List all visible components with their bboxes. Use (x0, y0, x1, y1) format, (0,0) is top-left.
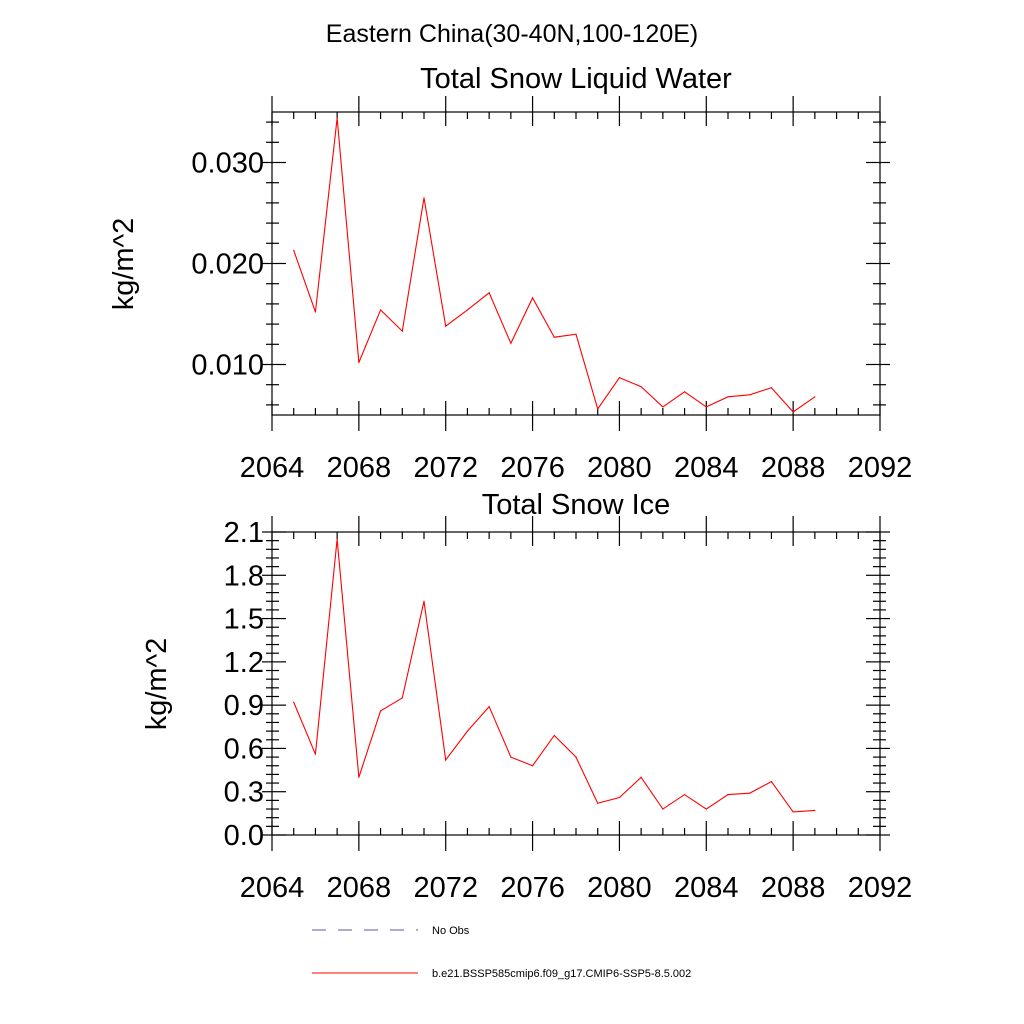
data-point (379, 309, 382, 311)
data-point (401, 697, 403, 699)
data-point (705, 808, 707, 810)
data-point (423, 600, 425, 602)
x-tick-label: 2072 (413, 452, 478, 484)
data-point (683, 794, 686, 796)
x-axis: 2064 2068 2072 2076 2080 2084 2088 2092 (240, 96, 913, 484)
legend-label: b.e21.BSSP585cmip6.f09_g17.CMIP6-SSP5-8.… (432, 968, 691, 980)
x-tick-label: 2068 (327, 452, 392, 484)
plot-frame (271, 111, 881, 416)
data-point (792, 811, 794, 813)
data-point (466, 309, 469, 311)
data-point (727, 794, 729, 796)
y-axis-label: kg/m^2 (141, 638, 173, 731)
y-tick-label: 1.5 (224, 604, 264, 636)
y-tick-label: 0.3 (224, 777, 264, 809)
y-tick-label: 1.2 (224, 647, 264, 679)
data-point (358, 361, 360, 364)
data-point (293, 701, 295, 703)
data-point (575, 333, 577, 335)
data-point (314, 311, 317, 313)
x-tick-label: 2088 (761, 452, 826, 484)
data-point (770, 781, 773, 783)
data-point (401, 330, 403, 332)
data-point (314, 753, 317, 755)
y-tick-label: 2.1 (224, 517, 264, 549)
data-point (553, 336, 555, 338)
data-point (466, 730, 469, 732)
data-point (770, 387, 773, 389)
y-axis: 0.0 0.3 0.6 0.9 1.2 1.5 1.8 2.1 (224, 517, 890, 852)
data-point (814, 396, 816, 398)
x-tick-label: 2068 (327, 872, 392, 904)
x-axis: 2064 2068 2072 2076 2080 2084 2088 2092 (240, 516, 913, 904)
x-tick-label: 2084 (674, 872, 739, 904)
data-point (358, 776, 360, 778)
data-point (618, 377, 621, 379)
series-group (293, 117, 816, 413)
legend: No Obs b.e21.BSSP585cmip6.f09_g17.CMIP6-… (312, 925, 691, 980)
data-point (662, 406, 664, 408)
data-point (597, 802, 599, 804)
data-point (727, 396, 729, 398)
y-tick-label: 0.010 (191, 350, 264, 382)
data-point (379, 710, 382, 712)
series-line (293, 539, 815, 813)
data-point (488, 705, 490, 708)
series-line (293, 117, 816, 413)
y-tick-label: 0.9 (224, 690, 264, 722)
data-point (445, 325, 447, 327)
data-point (510, 342, 512, 344)
x-tick-label: 2092 (848, 872, 913, 904)
data-point (553, 734, 555, 737)
x-tick-label: 2064 (240, 452, 305, 484)
data-point (423, 197, 425, 199)
data-point (814, 809, 816, 812)
data-point (662, 808, 664, 810)
data-point (640, 776, 642, 778)
x-tick-label: 2080 (587, 872, 652, 904)
y-tick-label: 0.0 (224, 820, 264, 852)
data-point (293, 249, 295, 251)
panel-title: Total Snow Ice (482, 489, 671, 521)
data-point (510, 756, 512, 758)
figure-suptitle: Eastern China(30-40N,100-120E) (326, 20, 698, 48)
data-point (749, 394, 751, 396)
data-point (336, 117, 338, 119)
data-point (792, 411, 794, 413)
panel-title: Total Snow Liquid Water (420, 63, 732, 95)
data-point (575, 756, 577, 758)
panel-snow-liquid-water: Total Snow Liquid Water kg/m^2 2064 2068 2… (108, 63, 912, 484)
data-point (488, 292, 490, 294)
y-tick-label: 0.030 (191, 148, 264, 180)
data-point (705, 406, 707, 408)
x-tick-label: 2072 (413, 872, 478, 904)
x-tick-label: 2080 (587, 452, 652, 484)
x-tick-label: 2084 (674, 452, 739, 484)
y-tick-label: 0.020 (191, 249, 264, 281)
y-axis-label: kg/m^2 (108, 218, 140, 311)
data-point (640, 386, 642, 388)
data-point (683, 391, 686, 393)
data-point (445, 759, 447, 761)
data-point (531, 765, 534, 767)
legend-label: No Obs (432, 925, 470, 937)
data-point (749, 792, 751, 794)
data-point (597, 408, 599, 410)
panel-snow-ice: Total Snow Ice kg/m^2 2064 2068 2072 2076 20… (141, 489, 912, 904)
x-tick-label: 2064 (240, 872, 305, 904)
x-tick-label: 2076 (500, 452, 565, 484)
series-group (293, 538, 816, 813)
x-tick-label: 2088 (761, 872, 826, 904)
x-tick-label: 2092 (848, 452, 913, 484)
data-point (336, 538, 338, 540)
y-tick-label: 0.6 (224, 733, 264, 765)
data-point (531, 297, 534, 299)
x-tick-label: 2076 (500, 872, 565, 904)
data-point (618, 796, 621, 799)
plot-frame (271, 531, 881, 836)
y-tick-label: 1.8 (224, 560, 264, 592)
y-axis: 0.010 0.020 0.030 (191, 121, 890, 406)
